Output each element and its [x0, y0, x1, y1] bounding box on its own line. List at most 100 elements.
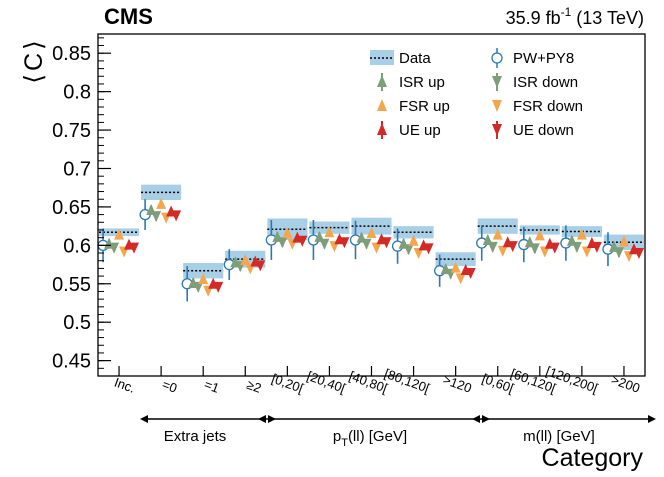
isr-down-marker [361, 238, 372, 250]
y-tick-label: 0.85 [52, 43, 91, 65]
group-arrows [140, 415, 656, 423]
arrow-divider-1-right [268, 415, 276, 423]
x-tick-label: Inc. [112, 375, 137, 396]
legend-isr-up-label: ISR up [399, 74, 445, 91]
legend-entry-ue-up: UE up [377, 121, 441, 139]
y-axis-bracket-close: ⟩ [20, 40, 48, 50]
ue-down-marker [213, 281, 224, 293]
ue-down-marker [465, 268, 476, 280]
legend-entry-fsr-up: FSR up [377, 98, 450, 115]
fsr-down-marker [455, 273, 466, 285]
arrow-head-right [648, 415, 656, 423]
fsr-up-marker [618, 235, 629, 247]
y-axis-bracket-open: ⟨ [20, 74, 48, 84]
arrow-divider-2-left [472, 415, 480, 423]
group-pt-sub: T [341, 437, 348, 449]
group-label-pt: pT(ll) [GeV] [333, 428, 407, 449]
x-tick-label: ≥2 [245, 377, 264, 396]
legend-fsr-up-label: FSR up [399, 98, 450, 115]
x-tick-label: [0,20[ [270, 371, 306, 396]
isr-down-marker [529, 243, 540, 255]
y-tick-label: 0.8 [63, 82, 91, 104]
x-tick-label: [40,80[ [347, 368, 390, 396]
fsr-up-marker [576, 228, 587, 240]
ue-down-marker [591, 241, 602, 253]
isr-down-marker [319, 238, 330, 250]
legend-isr-down-label: ISR down [513, 74, 578, 91]
isr-down-marker [277, 237, 288, 249]
legend-entry-pw-py8: PW+PY8 [491, 48, 574, 68]
group-label-extra-jets: Extra jets [164, 428, 227, 445]
arrow-head-left [140, 415, 148, 423]
ue-down-marker [255, 260, 266, 272]
legend-isr-down-marker [492, 76, 502, 88]
y-axis-variable: C [20, 53, 48, 71]
y-axis-label: ⟨ C ⟩ [20, 40, 48, 84]
group-pt-rest: (ll) [GeV] [348, 428, 407, 445]
fsr-down-marker [371, 242, 382, 254]
lumi-exponent: -1 [561, 5, 572, 19]
legend-ue-down-marker [492, 124, 502, 136]
x-tick-label: >200 [609, 372, 642, 396]
arrow-divider-2-right [482, 415, 490, 423]
legend-ue-down-label: UE down [513, 122, 574, 139]
y-tick-label: 0.55 [52, 274, 91, 296]
fsr-up-marker [282, 227, 293, 239]
isr-down-marker [403, 244, 414, 256]
group-pt-main: p [333, 428, 341, 445]
legend-entry-isr-down: ISR down [492, 73, 578, 91]
fsr-down-marker [581, 246, 592, 258]
ue-down-marker [297, 235, 308, 247]
legend-pw-py8-marker [491, 52, 503, 64]
ue-down-marker [633, 248, 644, 260]
y-tick-label: 0.5 [63, 312, 91, 334]
isr-down-marker [151, 211, 162, 223]
plot-area: 0.45 0.5 0.55 0.6 0.65 0.7 0.75 0.8 0.85 Inc. =0 =1… [52, 33, 646, 396]
x-axis-label: Category [542, 444, 644, 472]
fsr-up-marker [324, 226, 335, 238]
fsr-up-marker [492, 228, 503, 240]
fsr-down-marker [413, 248, 424, 260]
ue-down-marker [339, 237, 350, 249]
group-label-mll: m(ll) [GeV] [523, 428, 595, 445]
isr-down-marker [193, 281, 204, 293]
x-tick-label: [20,40[ [305, 368, 348, 396]
isr-down-marker [571, 241, 582, 253]
y-tick-label: 0.6 [63, 235, 91, 257]
x-tick-label: =0 [160, 377, 179, 396]
legend-data-label: Data [399, 50, 431, 67]
ue-down-marker [423, 243, 434, 255]
y-tick-label: 0.45 [52, 351, 91, 373]
legend-entry-ue-down: UE down [492, 121, 574, 139]
fsr-up-marker [114, 228, 125, 240]
legend-entry-data: Data [370, 50, 431, 67]
y-tick-label: 0.7 [63, 158, 91, 180]
legend-ue-up-label: UE up [399, 122, 441, 139]
ue-down-marker [129, 242, 140, 254]
fsr-up-marker [198, 273, 209, 285]
x-tick-label: =1 [202, 377, 221, 396]
y-tick-label: 0.75 [52, 120, 91, 142]
experiment-label: CMS [104, 4, 153, 29]
fsr-up-marker [408, 234, 419, 246]
fsr-up-marker [366, 227, 377, 239]
ue-down-marker [381, 237, 392, 249]
luminosity-label: 35.9 fb-1 (13 TeV) [506, 5, 644, 28]
legend: Data ISR up FSR up UE up PW+PY8 ISR down [370, 48, 583, 139]
legend-fsr-up-marker [377, 99, 387, 111]
legend-entry-isr-up: ISR up [377, 73, 445, 91]
legend-entry-fsr-down: FSR down [492, 98, 583, 115]
y-tick-label: 0.65 [52, 197, 91, 219]
fsr-down-marker [539, 246, 550, 258]
ue-down-marker [549, 242, 560, 254]
energy-value: (13 TeV) [576, 8, 644, 28]
ue-down-marker [171, 210, 182, 222]
fsr-up-marker [534, 229, 545, 241]
fsr-up-marker [240, 253, 251, 265]
isr-down-marker [613, 247, 624, 259]
legend-fsr-down-label: FSR down [513, 98, 583, 115]
lumi-value: 35.9 fb [506, 8, 561, 28]
isr-down-marker [109, 242, 120, 254]
isr-down-marker [487, 241, 498, 253]
